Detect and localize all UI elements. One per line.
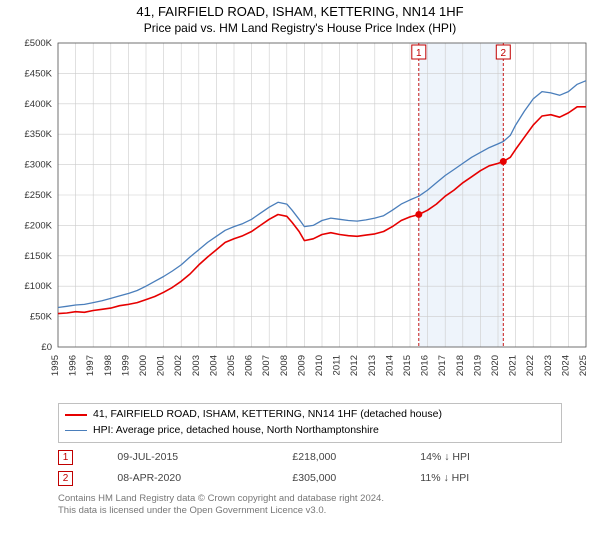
- svg-text:2: 2: [500, 48, 506, 59]
- svg-text:2023: 2023: [543, 355, 554, 376]
- event-date: 08-APR-2020: [117, 468, 292, 489]
- svg-text:2000: 2000: [138, 355, 149, 376]
- svg-text:2013: 2013: [367, 355, 378, 376]
- svg-text:£50K: £50K: [30, 312, 53, 323]
- svg-text:£350K: £350K: [25, 129, 53, 140]
- chart-title-line2: Price paid vs. HM Land Registry's House …: [0, 21, 600, 35]
- svg-text:2021: 2021: [508, 355, 519, 376]
- svg-text:2016: 2016: [420, 355, 431, 376]
- svg-text:2001: 2001: [156, 355, 167, 376]
- svg-text:2005: 2005: [226, 355, 237, 376]
- svg-text:2011: 2011: [332, 355, 343, 375]
- svg-text:2020: 2020: [490, 355, 501, 376]
- svg-text:1998: 1998: [103, 355, 114, 376]
- chart-title-line1: 41, FAIRFIELD ROAD, ISHAM, KETTERING, NN…: [0, 4, 600, 19]
- legend: 41, FAIRFIELD ROAD, ISHAM, KETTERING, NN…: [58, 403, 562, 443]
- legend-row: 41, FAIRFIELD ROAD, ISHAM, KETTERING, NN…: [65, 407, 555, 423]
- svg-text:2010: 2010: [314, 355, 325, 376]
- event-row: 1 09-JUL-2015£218,00014% ↓ HPI: [58, 447, 562, 468]
- svg-text:£200K: £200K: [25, 220, 53, 231]
- svg-text:2022: 2022: [525, 355, 536, 376]
- svg-text:2024: 2024: [560, 355, 571, 376]
- event-row: 2 08-APR-2020£305,00011% ↓ HPI: [58, 468, 562, 489]
- footer-attribution: Contains HM Land Registry data © Crown c…: [58, 493, 562, 519]
- event-delta: 14% ↓ HPI: [420, 447, 562, 468]
- legend-swatch: [65, 414, 87, 416]
- legend-label: HPI: Average price, detached house, Nort…: [93, 423, 379, 439]
- svg-text:£0: £0: [41, 342, 52, 353]
- svg-text:2019: 2019: [472, 355, 483, 376]
- svg-text:£400K: £400K: [25, 99, 53, 110]
- svg-text:2007: 2007: [261, 355, 272, 376]
- svg-text:1995: 1995: [50, 355, 61, 376]
- svg-text:2002: 2002: [173, 355, 184, 376]
- svg-text:1996: 1996: [68, 355, 79, 376]
- price-chart: £0 £50K £100K £150K £200K £250K £300K £350K £400…: [0, 37, 600, 397]
- svg-text:2012: 2012: [349, 355, 360, 376]
- legend-swatch: [65, 430, 87, 431]
- event-delta: 11% ↓ HPI: [420, 468, 562, 489]
- event-badge: 1: [58, 450, 73, 465]
- svg-text:£450K: £450K: [25, 68, 53, 79]
- svg-text:2009: 2009: [296, 355, 307, 376]
- footer-line2: This data is licensed under the Open Gov…: [58, 505, 562, 518]
- svg-text:2008: 2008: [279, 355, 290, 376]
- svg-text:2025: 2025: [578, 355, 589, 376]
- svg-text:£100K: £100K: [25, 281, 53, 292]
- svg-text:£250K: £250K: [25, 190, 53, 201]
- event-date: 09-JUL-2015: [117, 447, 292, 468]
- svg-text:2003: 2003: [191, 355, 202, 376]
- events-table: 1 09-JUL-2015£218,00014% ↓ HPI 2 08-APR-202…: [58, 447, 562, 489]
- svg-text:2018: 2018: [455, 355, 466, 376]
- event-badge: 2: [58, 471, 73, 486]
- svg-text:2014: 2014: [384, 355, 395, 376]
- footer-line1: Contains HM Land Registry data © Crown c…: [58, 493, 562, 506]
- svg-text:2006: 2006: [244, 355, 255, 376]
- svg-text:1999: 1999: [120, 355, 131, 376]
- svg-text:£150K: £150K: [25, 251, 53, 262]
- svg-text:2004: 2004: [208, 355, 219, 376]
- event-price: £305,000: [292, 468, 420, 489]
- legend-label: 41, FAIRFIELD ROAD, ISHAM, KETTERING, NN…: [93, 407, 442, 423]
- svg-text:2017: 2017: [437, 355, 448, 376]
- svg-text:1: 1: [416, 48, 422, 59]
- svg-text:2015: 2015: [402, 355, 413, 376]
- event-price: £218,000: [292, 447, 420, 468]
- svg-text:1997: 1997: [85, 355, 96, 376]
- svg-text:£500K: £500K: [25, 38, 53, 49]
- svg-text:£300K: £300K: [25, 160, 53, 171]
- legend-row: HPI: Average price, detached house, Nort…: [65, 423, 555, 439]
